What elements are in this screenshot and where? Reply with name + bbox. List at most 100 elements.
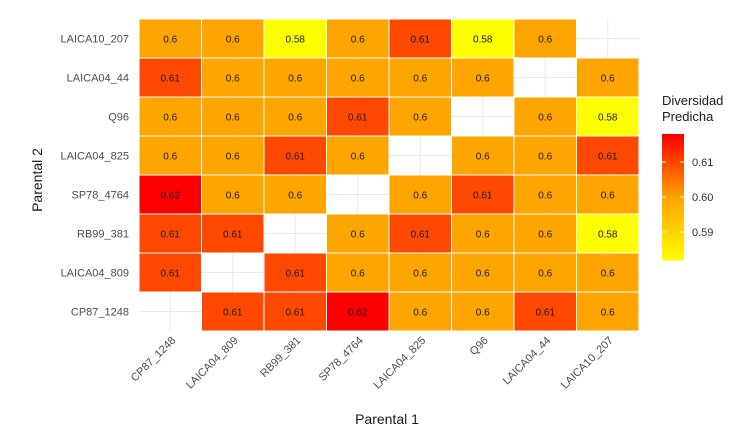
cell-value-label: 0.6 (226, 74, 240, 85)
cell-value-label: 0.6 (476, 269, 490, 280)
legend-gradient-step (662, 245, 684, 249)
cell-value-label: 0.6 (538, 269, 552, 280)
cell-value-label: 0.61 (348, 113, 368, 124)
legend-title-line-2: Predicha (662, 109, 714, 124)
cell-value-label: 0.61 (411, 35, 431, 46)
heatmap-cell (514, 97, 576, 136)
heatmap-cell (389, 58, 451, 97)
y-axis-title: Parental 2 (29, 148, 45, 212)
legend-tick-label: 0.59 (692, 227, 713, 239)
cell-value-label: 0.6 (288, 113, 302, 124)
legend: Diversidad Predicha 0.61 0.60 0.59 (662, 93, 723, 261)
legend-gradient-step (662, 161, 684, 165)
legend-gradient-step (662, 248, 684, 252)
heatmap-cell (514, 253, 576, 292)
heatmap-cell (389, 97, 451, 136)
heatmap-cell (577, 136, 639, 175)
cell-value-label: 0.6 (163, 35, 177, 46)
cell-value-label: 0.61 (286, 152, 306, 163)
cell-value-label: 0.6 (538, 191, 552, 202)
heatmap-cell (139, 19, 201, 58)
legend-gradient-step (662, 167, 684, 171)
heatmap-cell (577, 214, 639, 253)
legend-gradient-step (662, 194, 684, 198)
cell-value-label: 0.6 (601, 74, 615, 85)
cell-value-label: 0.6 (538, 230, 552, 241)
cell-value-label: 0.6 (226, 152, 240, 163)
x-tick-label: RB99_381 (258, 335, 303, 380)
cell-value-label: 0.6 (476, 230, 490, 241)
heatmap-cell (452, 175, 514, 214)
heatmap-cell (202, 58, 264, 97)
legend-gradient-step (662, 251, 684, 255)
legend-gradient-step (662, 209, 684, 213)
heatmap-cell (389, 253, 451, 292)
legend-gradient-step (662, 224, 684, 228)
cell-value-label: 0.61 (161, 269, 181, 280)
cell-value-label: 0.6 (601, 269, 615, 280)
legend-gradient-step (662, 227, 684, 231)
heatmap-cell (389, 19, 451, 58)
heatmap-cell (577, 175, 639, 214)
x-axis-tick-labels: CP87_1248 LAICA04_809 RB99_381 SP78_4764 LAI… (129, 335, 616, 392)
heatmap-cell (139, 97, 201, 136)
legend-gradient-step (662, 203, 684, 207)
cell-value-label: 0.6 (413, 269, 427, 280)
cell-value-label: 0.61 (223, 308, 243, 319)
legend-gradient-step (662, 191, 684, 195)
legend-gradient-step (662, 254, 684, 258)
heatmap-cell (139, 58, 201, 97)
legend-tick-label: 0.61 (692, 157, 713, 169)
cell-value-label: 0.6 (601, 191, 615, 202)
heatmap-cell (139, 253, 201, 292)
legend-gradient-step (662, 158, 684, 162)
legend-gradient-step (662, 188, 684, 192)
x-tick-label: LAICA10_207 (559, 335, 616, 392)
heatmap-cell (514, 214, 576, 253)
legend-gradient-step (662, 155, 684, 159)
cell-value-label: 0.6 (476, 308, 490, 319)
heatmap-cells: 0.6 0.6 0.58 0.6 0.61 0.58 0.6 0.61 0.6 0.6 0.6 0.6… (139, 19, 639, 331)
heatmap-cell (202, 214, 264, 253)
y-tick-label: SP78_4764 (72, 190, 130, 202)
legend-gradient-step (662, 212, 684, 216)
legend-gradient-step (662, 137, 684, 141)
cell-value-label: 0.61 (473, 191, 493, 202)
cell-value-label: 0.6 (413, 74, 427, 85)
legend-gradient-step (662, 152, 684, 156)
heatmap-cell (264, 19, 326, 58)
cell-value-label: 0.6 (413, 191, 427, 202)
heatmap-cell (452, 58, 514, 97)
cell-value-label: 0.61 (286, 269, 306, 280)
x-tick-label: LAICA04_44 (501, 335, 554, 388)
heatmap-cell (139, 214, 201, 253)
cell-value-label: 0.62 (161, 191, 181, 202)
cell-value-label: 0.6 (351, 74, 365, 85)
heatmap-cell (577, 58, 639, 97)
cell-value-label: 0.6 (163, 113, 177, 124)
heatmap-cell (452, 214, 514, 253)
heatmap-cell (202, 97, 264, 136)
cell-value-label: 0.61 (411, 230, 431, 241)
cell-value-label: 0.58 (598, 230, 618, 241)
cell-value-label: 0.61 (536, 308, 556, 319)
heatmap-cell (202, 136, 264, 175)
heatmap-cell (327, 19, 389, 58)
cell-value-label: 0.62 (348, 308, 368, 319)
cell-value-label: 0.6 (351, 35, 365, 46)
x-tick-label: CP87_1248 (129, 335, 179, 385)
cell-value-label: 0.6 (226, 113, 240, 124)
legend-gradient-step (662, 236, 684, 240)
legend-gradient-step (662, 257, 684, 261)
heatmap-cell (452, 19, 514, 58)
legend-gradient-step (662, 149, 684, 153)
legend-gradient-step (662, 185, 684, 189)
heatmap-cell (389, 214, 451, 253)
heatmap-cell (577, 253, 639, 292)
heatmap-cell (514, 175, 576, 214)
heatmap-cell (264, 136, 326, 175)
heatmap-cell (202, 292, 264, 331)
legend-gradient-step (662, 200, 684, 204)
heatmap-cell (327, 253, 389, 292)
